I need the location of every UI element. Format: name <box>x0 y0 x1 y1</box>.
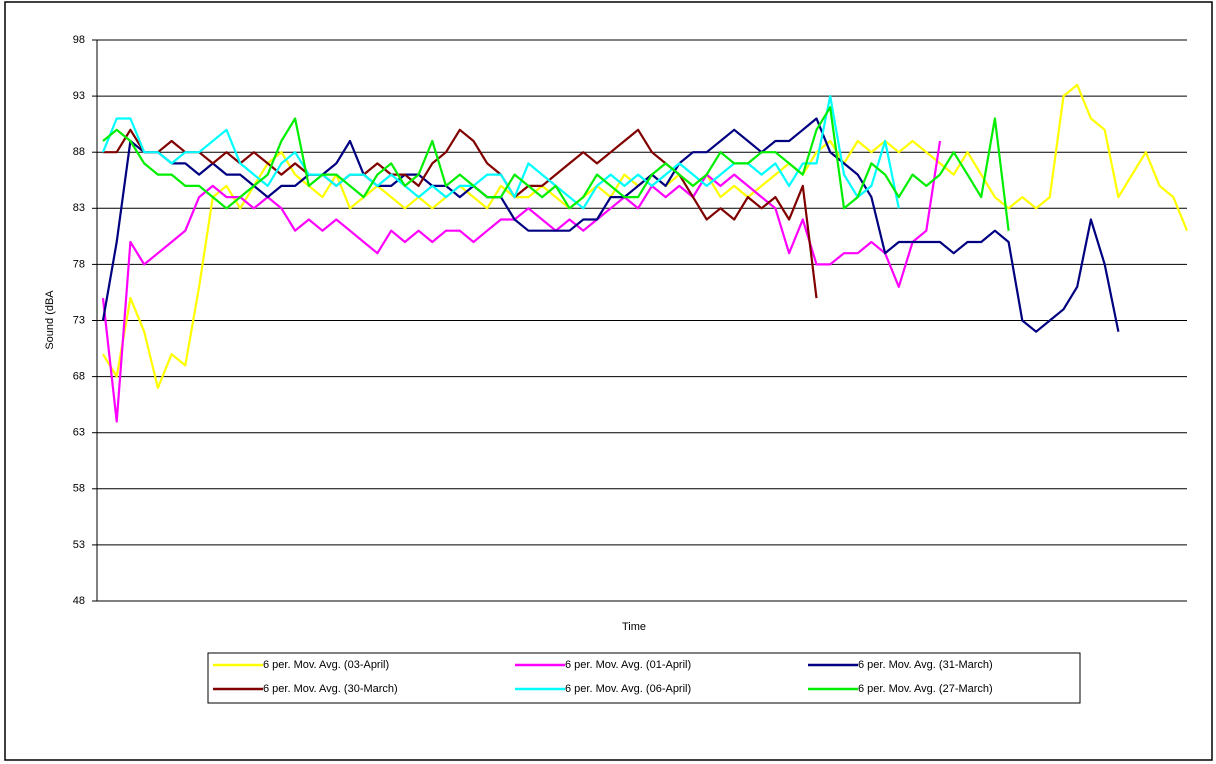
series-line <box>102 106 1010 231</box>
series-line <box>101 117 1120 333</box>
series-line <box>101 140 942 423</box>
legend-box <box>207 652 1081 704</box>
series-line <box>101 95 900 210</box>
y-tick-label: 98 <box>73 34 85 46</box>
legend-label: 6 per. Mov. Avg. (27-March) <box>858 683 993 695</box>
x-axis-label: Time <box>622 621 646 633</box>
y-tick-label: 63 <box>73 427 85 439</box>
legend-label: 6 per. Mov. Avg. (06-April) <box>565 683 691 695</box>
y-tick-label: 48 <box>73 595 85 607</box>
y-axis-label: Sound (dBA <box>44 290 56 350</box>
legend-label: 6 per. Mov. Avg. (03-April) <box>263 659 389 671</box>
legend-label: 6 per. Mov. Avg. (31-March) <box>858 659 993 671</box>
y-tick-label: 73 <box>73 314 85 326</box>
y-tick-label: 68 <box>73 371 85 383</box>
series-line <box>103 128 818 299</box>
y-tick-label: 58 <box>73 483 85 495</box>
y-tick-label: 88 <box>73 146 85 158</box>
legend-label: 6 per. Mov. Avg. (01-April) <box>565 659 691 671</box>
y-tick-label: 53 <box>73 539 85 551</box>
chart-frame <box>4 1 1213 761</box>
legend-label: 6 per. Mov. Avg. (30-March) <box>263 683 398 695</box>
y-tick-label: 93 <box>73 90 85 102</box>
y-tick-label: 83 <box>73 202 85 214</box>
y-tick-label: 78 <box>73 258 85 270</box>
